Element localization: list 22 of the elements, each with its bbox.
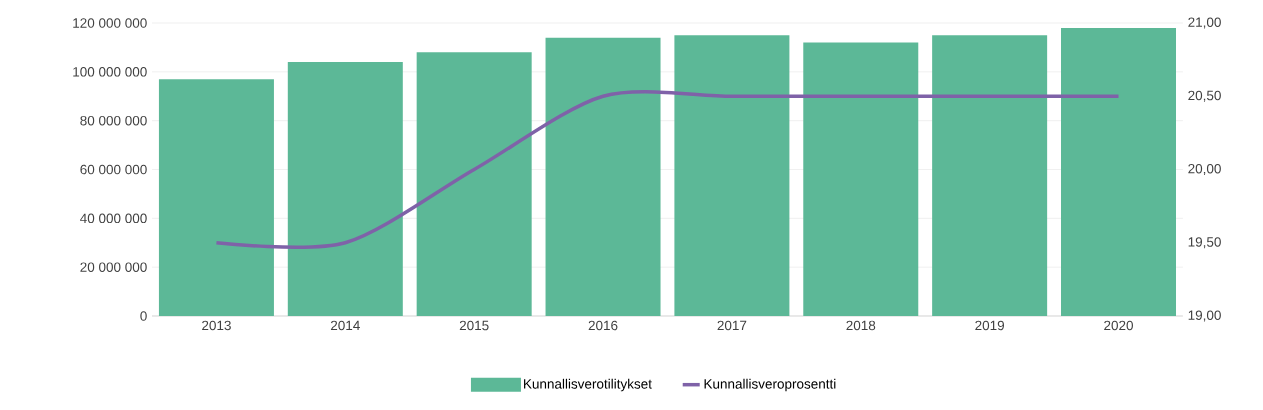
x-tick-label: 2020 [1104, 320, 1133, 331]
x-tick-label: 2013 [202, 320, 231, 331]
y-tick-label: 0 [140, 311, 147, 321]
legend-label: Kunnallisverotilitykset [524, 378, 652, 392]
y2-tick-label: 21,00 [1188, 17, 1221, 29]
y2-tick-label: 20,00 [1188, 163, 1221, 176]
y-tick-label: 20 000 000 [80, 262, 147, 272]
x-tick-label: 2019 [975, 320, 1005, 331]
y2-tick-label: 20,50 [1188, 90, 1221, 102]
y-tick-label: 80 000 000 [80, 115, 147, 126]
x-tick-label: 2017 [717, 320, 747, 331]
legend-label: Kunnallisveroprosentti [704, 378, 836, 392]
y2-tick-label: 19,50 [1188, 237, 1221, 249]
y-tick-label: 120 000 000 [73, 18, 147, 28]
y-tick-label: 60 000 000 [80, 164, 147, 175]
y-tick-label: 40 000 000 [80, 213, 147, 224]
x-tick-label: 2014 [330, 320, 360, 331]
y-tick-label: 100 000 000 [73, 67, 147, 77]
x-tick-label: 2015 [459, 320, 489, 331]
x-tick-label: 2016 [588, 320, 618, 331]
x-tick-label: 2018 [846, 320, 876, 331]
y2-tick-label: 19,00 [1188, 310, 1221, 322]
